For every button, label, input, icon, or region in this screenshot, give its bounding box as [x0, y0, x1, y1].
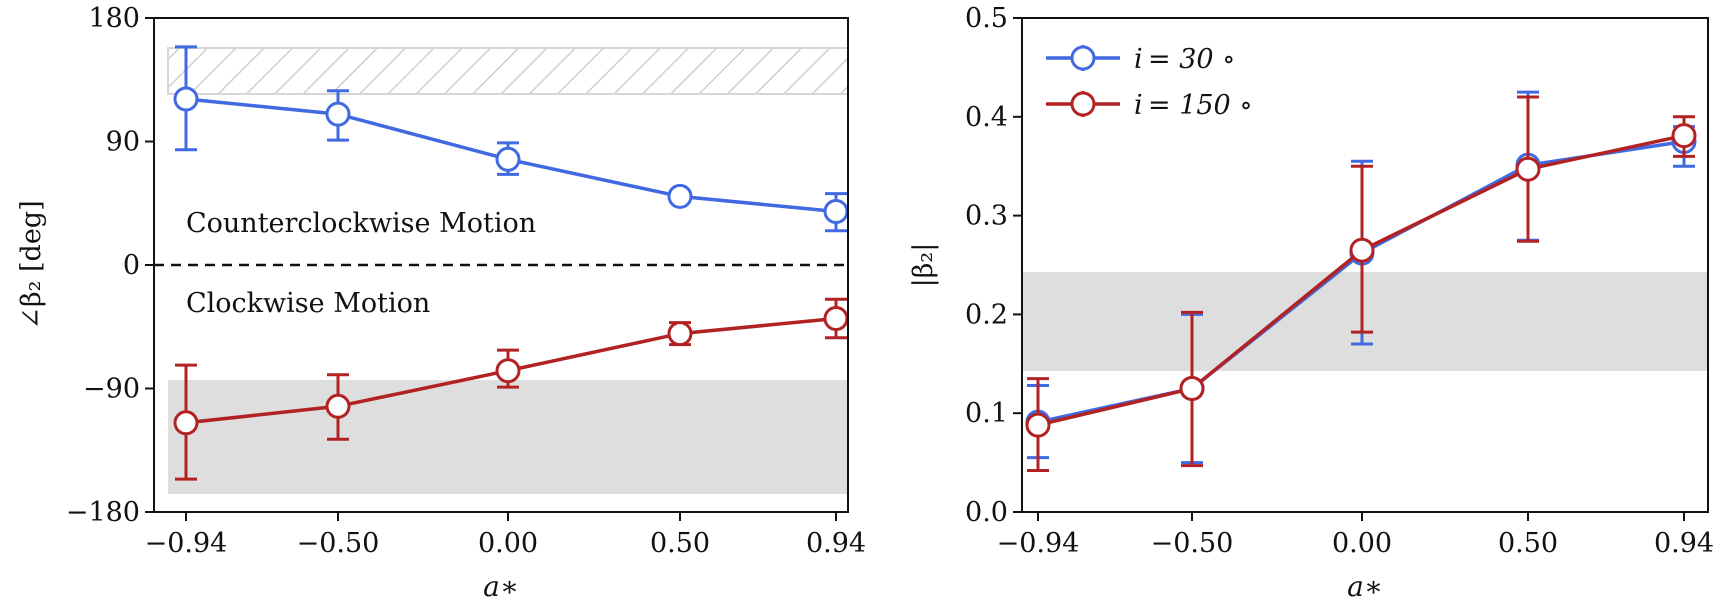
right-data-point-red	[1515, 156, 1541, 182]
left-data-point-blue	[667, 183, 693, 209]
legend-swatch-marker-red	[1070, 91, 1096, 117]
right-y-tick-label: 0.3	[965, 201, 1008, 232]
right-y-tick-label: 0.0	[965, 497, 1008, 528]
left-series-layer	[173, 45, 849, 481]
left-x-tick-label: −0.94	[145, 528, 228, 559]
right-y-axis: 0.0 0.1 0.2 0.3 0.4 0.5	[965, 3, 1022, 528]
left-y-tick-label: 90	[106, 127, 140, 158]
right-plot-frame	[1021, 17, 1709, 513]
right-panel: 0.0 0.1 0.2 0.3 0.4 0.5 −0.94 −0.50 0.00 0.50 0.9…	[908, 3, 1714, 603]
legend-swatch-marker-blue	[1070, 45, 1096, 71]
left-hatched-band	[167, 47, 849, 95]
right-data-point-red	[1671, 123, 1697, 149]
left-data-point-red	[667, 321, 693, 347]
left-y-axis-label: ∠β₂ [deg]	[16, 200, 47, 329]
left-data-point-red	[325, 393, 351, 419]
left-data-point-blue	[173, 86, 199, 112]
left-x-tick-label: 0.00	[478, 528, 538, 559]
legend-label-i30: = 30 ∘	[1148, 44, 1235, 75]
annotation-counterclockwise: Counterclockwise Motion	[186, 208, 536, 239]
legend-label-i30-prefix: i	[1134, 44, 1143, 75]
legend-label-i150: = 150 ∘	[1148, 90, 1253, 121]
left-x-axis: −0.94 −0.50 0.00 0.50 0.94	[145, 512, 866, 559]
annotation-clockwise: Clockwise Motion	[186, 288, 430, 319]
right-shaded-band	[1022, 272, 1708, 371]
left-x-tick-label: −0.50	[297, 528, 380, 559]
left-y-tick-label: 180	[88, 3, 140, 34]
right-x-tick-label: 0.94	[1654, 528, 1714, 559]
right-y-axis-label: |β₂|	[908, 243, 939, 288]
right-x-tick-label: 0.00	[1332, 528, 1392, 559]
left-y-tick-label: 0	[123, 250, 140, 281]
legend: i = 30 ∘ i = 150 ∘	[1046, 44, 1253, 121]
right-x-axis-label: a∗	[1347, 570, 1383, 603]
left-data-point-red	[495, 358, 521, 384]
left-x-axis-label: a∗	[483, 570, 519, 603]
left-x-tick-label: 0.94	[806, 528, 866, 559]
right-data-point-red	[1025, 412, 1051, 438]
left-data-point-blue	[823, 199, 849, 224]
right-x-tick-label: −0.50	[1151, 528, 1234, 559]
right-x-axis: −0.94 −0.50 0.00 0.50 0.94	[997, 512, 1714, 559]
left-data-point-red	[823, 306, 849, 331]
left-data-point-red	[173, 410, 199, 436]
left-y-tick-label: −90	[83, 374, 140, 405]
left-data-point-blue	[325, 101, 351, 127]
right-y-tick-label: 0.1	[965, 398, 1008, 429]
right-series-layer	[1025, 90, 1697, 473]
left-panel: Counterclockwise Motion Clockwise Motion…	[16, 3, 866, 603]
right-y-tick-label: 0.2	[965, 299, 1008, 330]
right-x-tick-label: 0.50	[1498, 528, 1558, 559]
right-y-tick-label: 0.4	[965, 102, 1008, 133]
right-x-tick-label: −0.94	[997, 528, 1080, 559]
right-data-point-red	[1179, 376, 1205, 401]
legend-label-i150-prefix: i	[1134, 90, 1143, 121]
right-y-tick-label: 0.5	[965, 3, 1008, 34]
left-shaded-band	[168, 380, 848, 494]
left-x-tick-label: 0.50	[650, 528, 710, 559]
left-data-point-blue	[495, 146, 521, 172]
left-y-axis: 180 90 0 −90 −180	[66, 3, 154, 528]
right-data-point-red	[1349, 237, 1375, 263]
left-y-tick-label: −180	[66, 497, 140, 528]
